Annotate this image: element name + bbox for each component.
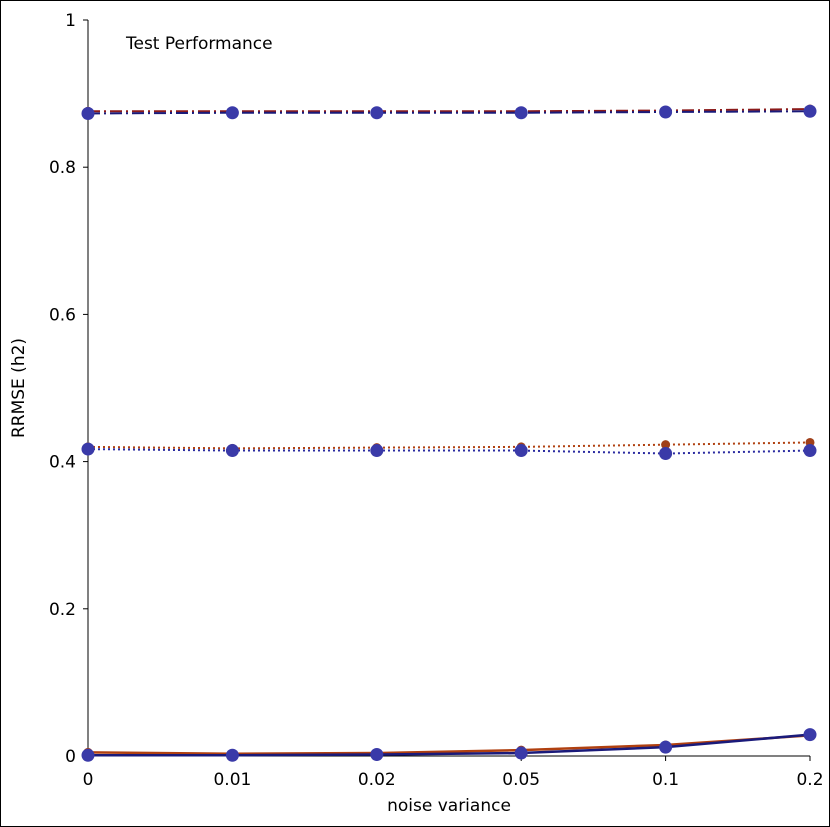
series-line [87, 441, 811, 450]
series-line [88, 108, 811, 113]
axes: 0 0.2 0.4 0.6 0.8 1 0 0.01 0.02 0.05 0.1 0.2 [49, 11, 824, 790]
data-point [661, 440, 671, 450]
data-point [225, 106, 239, 120]
y-tick-label: 0.6 [49, 305, 76, 325]
y-axis-title: RRMSE (h2) [9, 338, 29, 438]
x-tick-label: 0.01 [213, 770, 251, 790]
y-tick-label: 0 [65, 747, 76, 767]
data-point [803, 728, 817, 742]
data-point [370, 444, 384, 458]
series-line [87, 110, 811, 115]
data-point [225, 748, 239, 762]
y-tick-label: 0.2 [49, 600, 76, 620]
data-point [514, 444, 528, 458]
data-point [803, 444, 817, 458]
data-point [514, 106, 528, 120]
data-point [370, 748, 384, 762]
y-tick-label: 0.8 [49, 158, 76, 178]
data-point [659, 740, 673, 754]
y-tick-label: 1 [65, 11, 76, 31]
y-tick-label: 0.4 [49, 453, 76, 473]
data-point [81, 442, 95, 456]
x-tick-label: 0.2 [796, 770, 823, 790]
x-tick-label: 0.1 [652, 770, 679, 790]
data-point [659, 105, 673, 119]
x-tick-label: 0.02 [358, 770, 396, 790]
series-line [87, 734, 811, 756]
data-point [225, 444, 239, 458]
series-line [88, 733, 811, 757]
series-6 [81, 728, 817, 762]
x-axis-title: noise variance [387, 796, 511, 816]
series-4 [81, 442, 817, 461]
series-2 [81, 104, 817, 120]
chart-title: Test Performance [125, 34, 273, 54]
series-1 [83, 104, 815, 116]
data-point [81, 106, 95, 120]
data-point [659, 447, 673, 461]
data-point [81, 748, 95, 762]
series-line [87, 448, 811, 455]
series-layer [81, 104, 817, 762]
data-point [803, 104, 817, 118]
data-point [514, 746, 528, 760]
data-point [370, 106, 384, 120]
x-tick-label: 0 [83, 770, 94, 790]
x-tick-label: 0.05 [502, 770, 540, 790]
